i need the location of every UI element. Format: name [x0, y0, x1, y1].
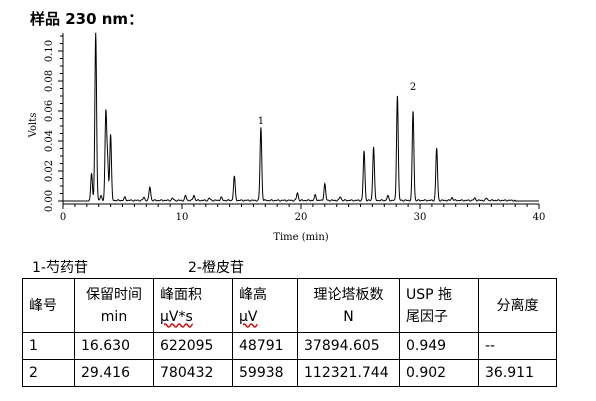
chart-labels: 0 10 20 30 40 0.00 0.02 0.04 0.06 0.08 0.10 Time (m…: [28, 40, 545, 243]
x-tick-label: 40: [533, 212, 546, 223]
header-peak-no: 峰号: [22, 278, 75, 333]
x-axis-title: Time (min): [273, 232, 328, 243]
chart-axes: [58, 33, 540, 209]
x-tick-label: 10: [176, 212, 189, 223]
peak-legend-2: 2-橙皮苷: [188, 260, 244, 276]
cell-usp-tailing: 0.902: [399, 359, 479, 387]
cell-peak-height: 48791: [232, 332, 298, 360]
x-tick-label: 0: [60, 212, 66, 223]
y-tick-label: 0.08: [44, 70, 55, 92]
header-peak-area: 峰面积 μV*s: [153, 278, 233, 333]
x-tick-label: 30: [414, 212, 427, 223]
cell-retention-time: 29.416: [74, 359, 154, 387]
peak-annotation: 1: [258, 116, 264, 127]
chromatogram-trace: [63, 32, 539, 202]
sample-title: 样品 230 nm：: [30, 10, 144, 28]
cell-theoretical-plates: 37894.605: [297, 332, 400, 360]
header-resolution: 分离度: [478, 278, 557, 333]
chromatogram-chart: 0 10 20 30 40 0.00 0.02 0.04 0.06 0.08 0.10 Time (m…: [28, 32, 545, 243]
y-tick-label: 0.00: [44, 190, 55, 212]
cell-peak-area: 780432: [153, 359, 233, 387]
cell-theoretical-plates: 112321.744: [297, 359, 400, 387]
y-axis-title: Volts: [28, 113, 39, 139]
cell-peak-area: 622095: [153, 332, 233, 360]
cell-peak-height: 59938: [232, 359, 298, 387]
cell-peak-no: 2: [22, 359, 75, 387]
y-tick-label: 0.10: [44, 40, 55, 62]
table-row: 2 29.416 780432 59938 112321.744 0.902 3…: [22, 359, 557, 387]
results-table: 峰号 保留时间 min 峰面积 μV*s 峰高 μV 理论塔板数 N USP 拖尾因子 …: [22, 278, 557, 387]
x-tick-label: 20: [295, 212, 308, 223]
cell-retention-time: 16.630: [74, 332, 154, 360]
header-retention-time: 保留时间 min: [74, 278, 154, 333]
cell-peak-no: 1: [22, 332, 75, 360]
peak-legend-1: 1-芍药苷: [32, 260, 88, 276]
cell-resolution: --: [478, 332, 557, 360]
cell-resolution: 36.911: [478, 359, 557, 387]
y-tick-label: 0.04: [44, 130, 55, 152]
table-header-row: 峰号 保留时间 min 峰面积 μV*s 峰高 μV 理论塔板数 N USP 拖尾因子 …: [22, 278, 557, 333]
cell-usp-tailing: 0.949: [399, 332, 479, 360]
header-usp-tailing: USP 拖尾因子: [399, 278, 479, 333]
y-tick-label: 0.06: [44, 100, 55, 122]
peak-annotation: 2: [410, 82, 416, 93]
y-tick-label: 0.02: [44, 160, 55, 182]
header-theoretical-plates: 理论塔板数 N: [297, 278, 400, 333]
header-peak-height: 峰高 μV: [232, 278, 298, 333]
table-row: 1 16.630 622095 48791 37894.605 0.949 --: [22, 332, 557, 360]
